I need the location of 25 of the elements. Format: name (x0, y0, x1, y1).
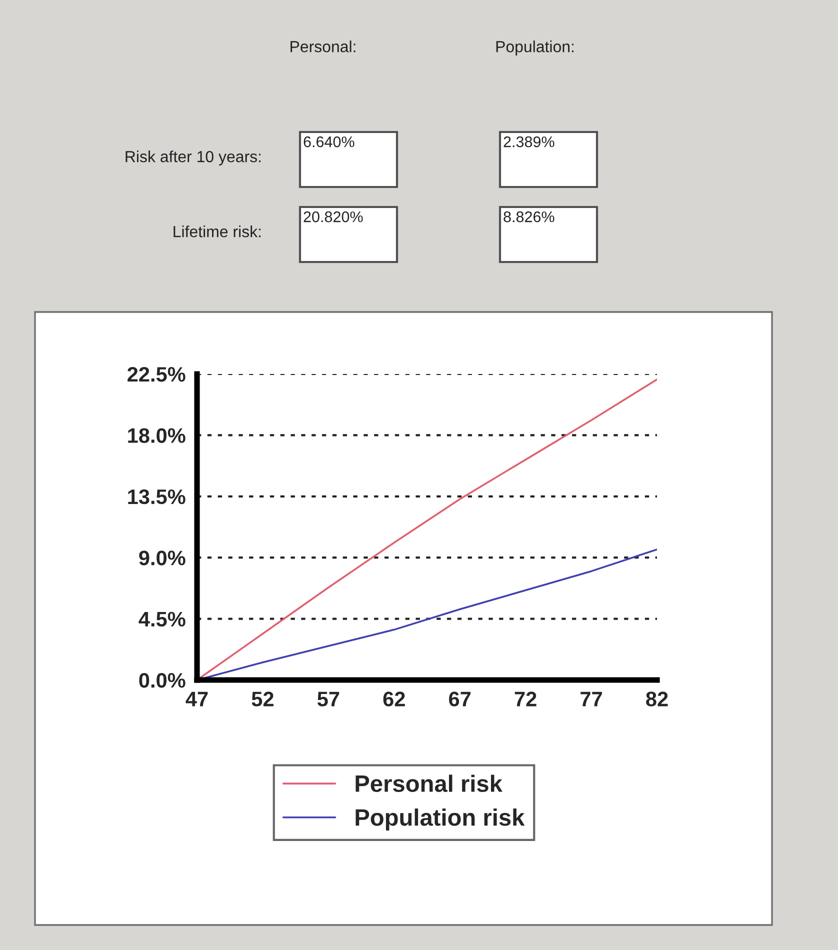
text: Risk after 10 years: (126, 150, 261, 166)
text: 20.820% (304, 211, 363, 222)
line-series (197, 378, 657, 680)
text: Population: (496, 40, 574, 56)
x-tick-label: 77 (580, 692, 602, 706)
x-tick-label: 47 (186, 692, 208, 706)
text: 2.389% (504, 136, 554, 148)
y-tick-label: 0.0% (139, 673, 186, 688)
legend-label: Personal risk (356, 774, 502, 792)
text: 8.826% (504, 211, 554, 222)
y-tick-label: 18.0% (128, 428, 186, 443)
text: Lifetime risk: (174, 226, 261, 238)
y-tick-label: 4.5% (138, 612, 186, 627)
x-tick-label: 67 (449, 692, 471, 706)
legend-label: Population risk (356, 808, 525, 831)
x-tick-label: 62 (383, 692, 405, 706)
y-tick-label: 22.5% (128, 367, 186, 382)
text: Personal: (290, 40, 356, 52)
x-tick-label: 52 (252, 692, 274, 706)
x-tick-label: 72 (514, 692, 536, 706)
y-tick-label: 9.0% (139, 550, 186, 566)
x-tick-label: 57 (317, 692, 340, 706)
text: 6.640% (304, 136, 354, 148)
y-tick-label: 13.5% (128, 489, 186, 504)
x-tick-label: 82 (646, 692, 668, 706)
